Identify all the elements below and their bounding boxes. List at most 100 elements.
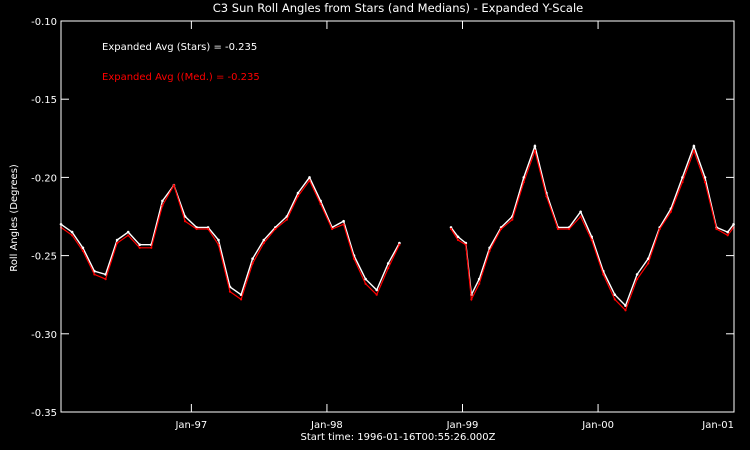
median-data-point <box>602 273 605 276</box>
stars-data-point <box>251 257 254 261</box>
stars-data-point <box>386 262 390 265</box>
median-data-point <box>647 262 650 265</box>
median-data-point <box>470 298 473 301</box>
median-data-point <box>240 298 243 301</box>
median-data-point <box>533 149 537 152</box>
stars-data-point <box>206 226 210 229</box>
median-data-point <box>703 181 707 184</box>
stars-data-point <box>104 273 107 276</box>
median-data-point <box>387 267 390 270</box>
x-axis-label: Start time: 1996-01-16T00:55:26.000Z <box>301 432 496 443</box>
median-data-point <box>93 273 96 276</box>
median-data-point <box>449 227 453 231</box>
stars-data-point <box>477 277 481 281</box>
y-tick-label: -0.30 <box>31 330 57 341</box>
median-data-point <box>613 298 616 301</box>
median-data-point <box>104 278 107 281</box>
y-axis-ticks: -0.10 -0.15 -0.20 -0.25 -0.30 -0.35 <box>31 17 734 419</box>
median-data-point <box>138 246 141 249</box>
stars-data-point <box>375 288 379 292</box>
stars-data-point <box>308 176 311 179</box>
x-tick-label: Jan-99 <box>446 420 479 431</box>
median-data-point <box>228 290 232 293</box>
stars-data-point <box>70 230 74 234</box>
median-data-point <box>511 218 514 221</box>
stars-data-point <box>579 210 582 214</box>
x-axis-ticks: Jan-97 Jan-98 Jan-99 Jan-00 Jan-01 <box>174 21 735 431</box>
stars-data-point <box>217 238 220 242</box>
stars-data-point <box>726 230 729 234</box>
median-data-point <box>398 243 401 246</box>
median-data-point <box>522 181 525 184</box>
median-data-point <box>456 238 460 242</box>
median-data-point <box>71 234 74 237</box>
stars-data-point <box>342 219 345 223</box>
stars-data-point <box>398 241 401 245</box>
chart-title: C3 Sun Roll Angles from Stars (and Media… <box>213 1 583 15</box>
median-data-point <box>195 227 198 231</box>
median-data-point <box>624 309 627 312</box>
median-data-point <box>692 149 696 152</box>
median-data-point <box>464 243 467 246</box>
stars-data-point <box>522 176 526 179</box>
y-axis-label: Roll Angles (Degrees) <box>9 164 20 272</box>
stars-data-point <box>364 277 367 281</box>
series-layer <box>59 143 735 312</box>
median-data-point <box>726 234 729 237</box>
median-data-point <box>161 204 164 207</box>
y-tick-label: -0.20 <box>31 173 57 184</box>
median-data-point <box>375 293 378 296</box>
stars-series-line <box>450 143 735 307</box>
median-data-point <box>545 195 548 198</box>
stars-data-point <box>262 238 266 242</box>
y-tick-label: -0.10 <box>31 17 57 28</box>
stars-data-point <box>115 238 119 242</box>
stars-data-point <box>692 144 696 148</box>
median-data-point <box>658 227 661 231</box>
y-tick-label: -0.35 <box>31 408 57 419</box>
stars-data-point <box>161 199 164 203</box>
median-data-point <box>478 282 481 285</box>
stars-data-point <box>126 230 130 234</box>
stars-data-point <box>81 246 85 250</box>
median-data-point <box>172 184 175 187</box>
median-data-point <box>364 282 367 285</box>
median-data-point <box>715 227 718 231</box>
median-data-point <box>184 220 187 223</box>
median-data-point <box>319 202 322 206</box>
stars-data-point <box>239 293 243 297</box>
median-data-point <box>296 195 300 198</box>
median-series-line <box>450 148 735 312</box>
median-data-point <box>342 223 345 226</box>
median-data-point <box>274 227 277 231</box>
x-tick-label: Jan-01 <box>701 420 734 431</box>
median-data-point <box>251 262 254 265</box>
stars-data-point <box>533 144 537 148</box>
median-data-point <box>568 227 571 231</box>
x-tick-label: Jan-00 <box>581 420 614 431</box>
median-data-point <box>500 227 503 231</box>
median-data-point <box>681 181 684 184</box>
stars-data-point <box>624 304 627 307</box>
stars-data-point <box>456 235 460 239</box>
median-data-point <box>669 210 673 213</box>
median-data-point <box>81 249 84 252</box>
median-data-point <box>308 179 311 182</box>
median-data-point <box>207 227 210 231</box>
median-data-point <box>116 242 119 245</box>
median-data-point <box>217 243 220 246</box>
median-data-point <box>488 249 491 252</box>
stars-data-point <box>646 257 650 261</box>
median-data-point <box>285 218 288 221</box>
median-data-point <box>331 227 334 231</box>
annotation-stars-average: Expanded Avg (Stars) = -0.235 <box>102 42 257 53</box>
median-data-point <box>262 242 265 245</box>
stars-data-point <box>138 243 141 246</box>
median-data-point <box>579 215 582 218</box>
y-tick-label: -0.25 <box>31 252 57 263</box>
median-data-point <box>556 227 560 231</box>
median-data-point <box>150 246 153 249</box>
stars-data-point <box>635 273 639 276</box>
